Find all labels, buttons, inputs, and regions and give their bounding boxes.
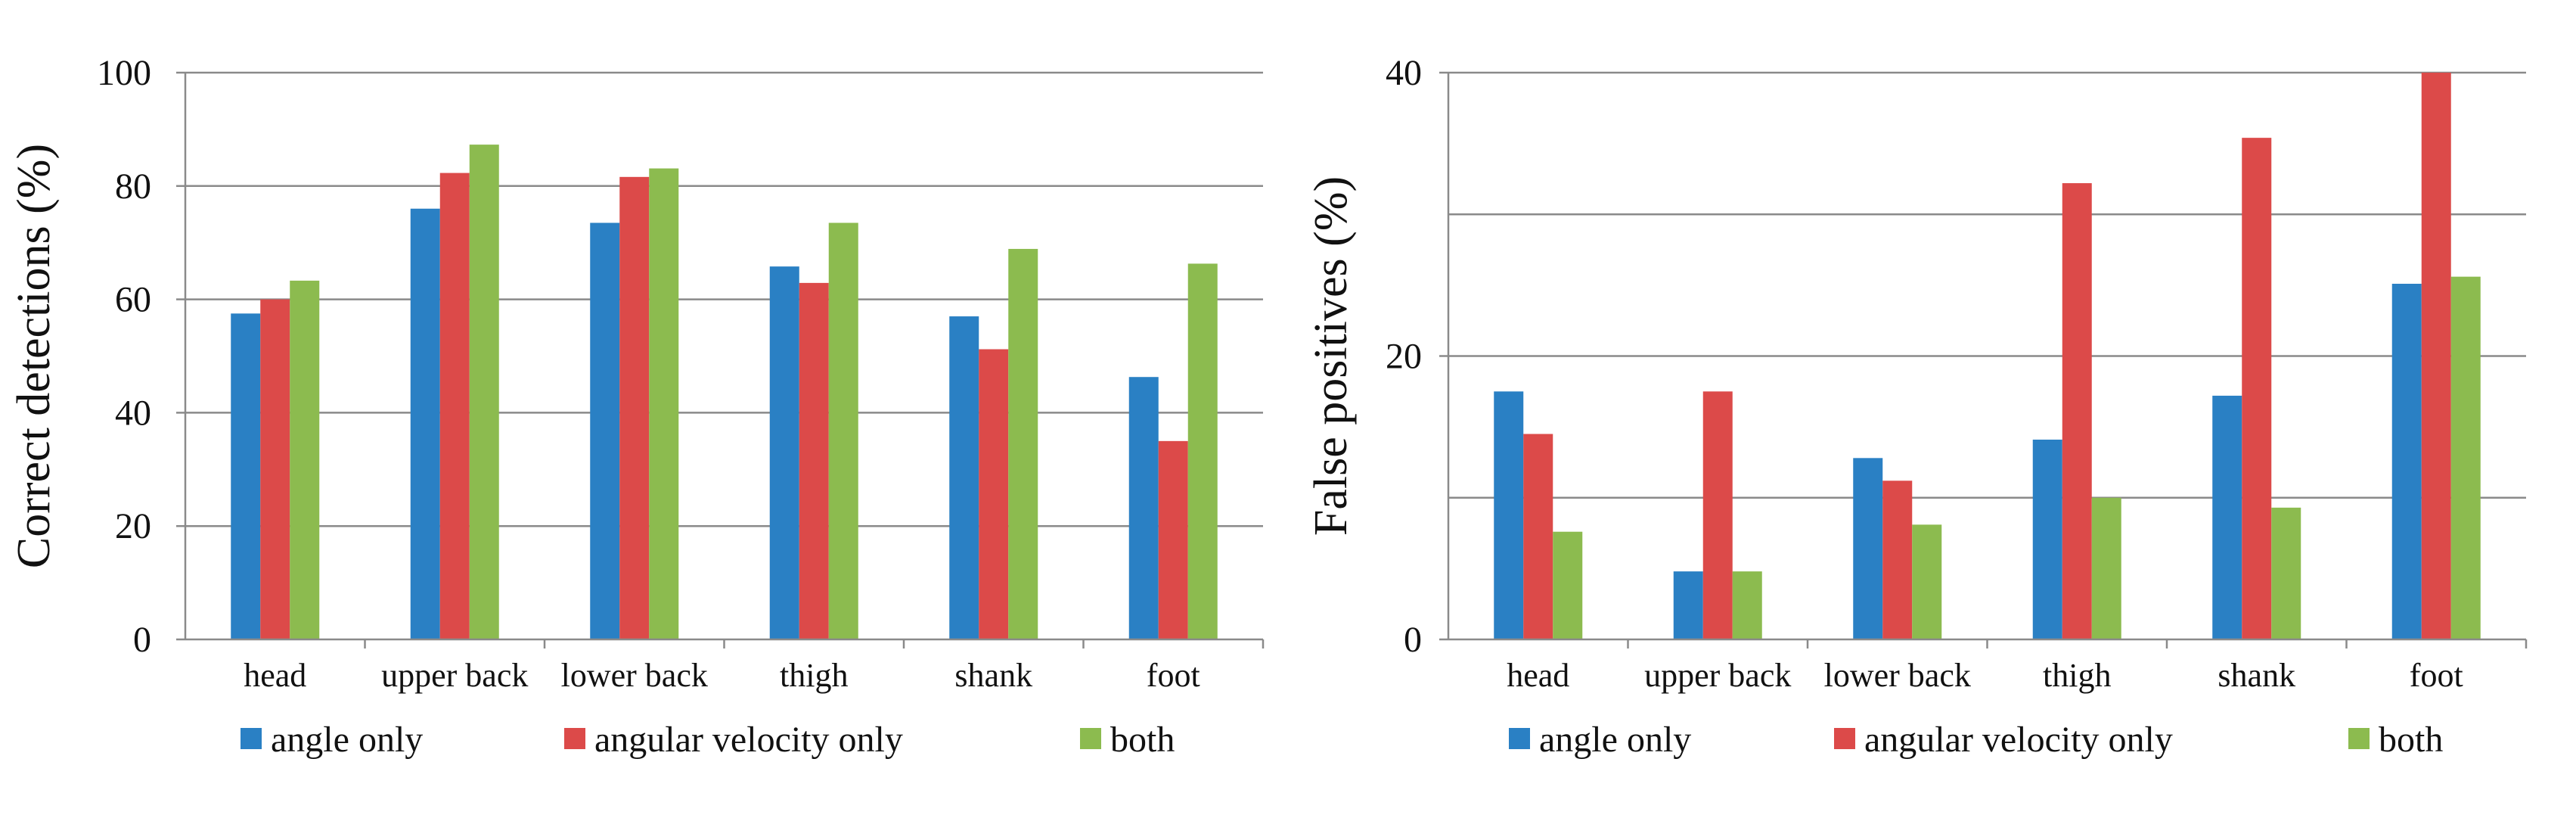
bar-both-lower-back [1912, 524, 1942, 639]
y-axis-title: Correct detections (%) [8, 144, 60, 568]
category-label: head [244, 657, 306, 694]
legend-swatch-angle-only [1509, 728, 1530, 749]
bar-both-shank [2271, 507, 2301, 639]
category-label: head [1507, 657, 1569, 694]
chart-2: 0 20 40 head upper back lower back thigh shank f… [1305, 53, 2528, 760]
y-tick-label: 40 [1386, 53, 1422, 93]
bar-angle-only-head [1494, 391, 1524, 639]
category-label: thigh [780, 657, 848, 694]
y-tick-label: 40 [115, 393, 151, 433]
bar-angular-velocity-only-lower-back [619, 176, 650, 640]
bar-angular-velocity-only-lower-back [1882, 481, 1913, 639]
bar-both-head [1553, 531, 1583, 639]
bar-angle-only-shank [2212, 395, 2242, 639]
bar-angle-only-upper-back [410, 208, 440, 639]
bar-angular-velocity-only-thigh [2062, 183, 2092, 639]
bar-angle-only-thigh [769, 266, 799, 639]
y-tick-label: 60 [115, 280, 151, 320]
category-label: thigh [2043, 657, 2111, 694]
bar-angle-only-shank [949, 316, 979, 639]
bar-angle-only-head [231, 313, 261, 639]
category-label: upper back [1644, 657, 1791, 694]
bar-angular-velocity-only-foot [1158, 440, 1188, 639]
chart-1: 0 20 40 60 80 100 head upper back lower back thig… [8, 53, 1265, 760]
bar-angular-velocity-only-shank [2242, 138, 2272, 639]
category-label: lower back [1824, 657, 1971, 694]
bar-angle-only-foot [1128, 377, 1159, 639]
legend-swatch-both [2348, 728, 2370, 749]
legend-label: both [2379, 720, 2443, 760]
category-label: foot [1147, 657, 1200, 694]
category-label: shank [954, 657, 1032, 694]
bar-both-thigh [2091, 497, 2121, 639]
y-tick-label: 20 [115, 506, 151, 546]
bar-angular-velocity-only-foot [2421, 73, 2451, 639]
bar-both-lower-back [649, 168, 679, 639]
legend-swatch-angular-velocity-only [1834, 728, 1855, 749]
bar-both-thigh [828, 222, 858, 639]
category-label: lower back [561, 657, 708, 694]
bar-angle-only-upper-back [1673, 571, 1703, 639]
bar-angular-velocity-only-head [1523, 434, 1553, 639]
bar-angular-velocity-only-thigh [799, 282, 829, 639]
bar-both-foot [1187, 263, 1218, 639]
legend-label: angular velocity only [1864, 720, 2173, 760]
legend-swatch-both [1080, 728, 1101, 749]
bar-both-upper-back [469, 145, 499, 640]
legend-label: both [1110, 720, 1175, 760]
bar-both-head [290, 280, 320, 639]
legend-label: angle only [271, 720, 423, 760]
bar-angular-velocity-only-shank [979, 349, 1009, 639]
bar-angle-only-thigh [2032, 439, 2062, 639]
bar-angle-only-foot [2391, 284, 2422, 639]
y-tick-label: 80 [115, 166, 151, 207]
bar-both-shank [1008, 248, 1038, 640]
legend-swatch-angular-velocity-only [564, 728, 585, 749]
legend-swatch-angle-only [241, 728, 262, 749]
y-tick-label: 20 [1386, 337, 1422, 377]
legend-label: angular velocity only [594, 720, 903, 760]
bar-both-foot [2450, 276, 2481, 639]
y-axis-title: False positives (%) [1305, 176, 1357, 536]
bar-angular-velocity-only-upper-back [1702, 391, 1733, 639]
bar-angle-only-lower-back [1853, 458, 1883, 639]
legend-label: angle only [1539, 720, 1691, 760]
category-label: shank [2218, 657, 2295, 694]
y-tick-label: 100 [97, 53, 151, 93]
category-label: foot [2410, 657, 2463, 694]
y-tick-label: 0 [133, 620, 151, 660]
y-tick-label: 0 [1404, 620, 1422, 660]
bar-both-upper-back [1732, 571, 1762, 639]
bar-angular-velocity-only-upper-back [439, 173, 470, 639]
category-label: upper back [381, 657, 528, 694]
bar-angular-velocity-only-head [260, 299, 290, 639]
bar-angle-only-lower-back [590, 222, 620, 639]
